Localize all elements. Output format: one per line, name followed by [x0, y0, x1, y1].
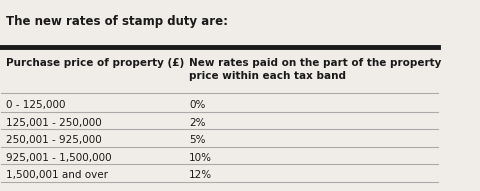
Text: 5%: 5% [189, 135, 206, 145]
Text: The new rates of stamp duty are:: The new rates of stamp duty are: [6, 15, 228, 28]
Text: 125,001 - 250,000: 125,001 - 250,000 [6, 118, 101, 128]
Text: 1,500,001 and over: 1,500,001 and over [6, 170, 108, 180]
Text: 0%: 0% [189, 100, 205, 110]
Text: 10%: 10% [189, 153, 212, 163]
Text: Purchase price of property (£): Purchase price of property (£) [6, 58, 184, 68]
Text: 0 - 125,000: 0 - 125,000 [6, 100, 65, 110]
Text: 250,001 - 925,000: 250,001 - 925,000 [6, 135, 101, 145]
Text: 12%: 12% [189, 170, 212, 180]
Text: 925,001 - 1,500,000: 925,001 - 1,500,000 [6, 153, 111, 163]
Text: 2%: 2% [189, 118, 206, 128]
Text: New rates paid on the part of the property
price within each tax band: New rates paid on the part of the proper… [189, 58, 442, 81]
